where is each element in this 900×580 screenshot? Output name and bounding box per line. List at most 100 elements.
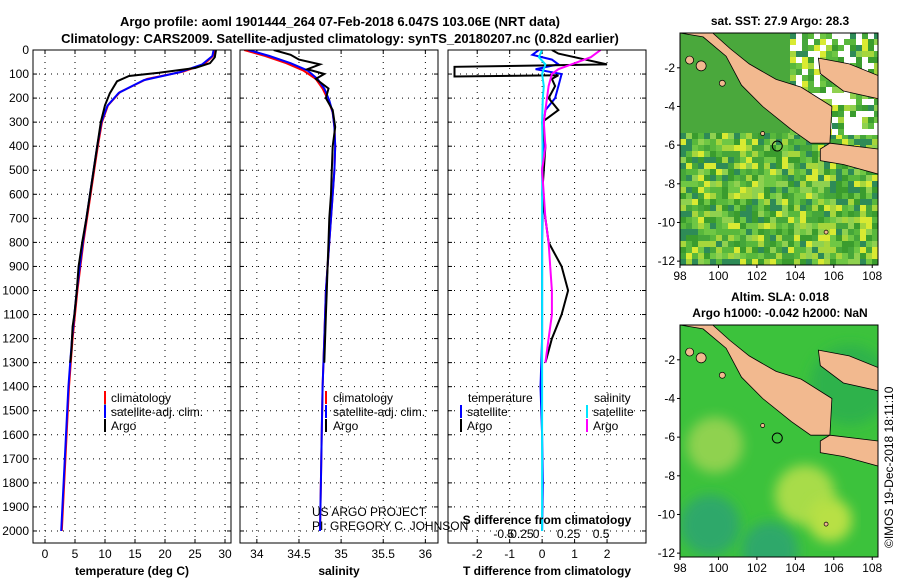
sst-cell — [794, 223, 800, 229]
sst-cell — [698, 163, 704, 169]
sst-cell — [838, 39, 844, 45]
sst-cell — [704, 133, 710, 139]
sst-cell — [788, 229, 794, 235]
sst-cell — [836, 193, 842, 199]
sst-cell — [734, 211, 740, 217]
y-tick-label: 400 — [9, 139, 29, 153]
sst-cell — [806, 181, 812, 187]
sst-cell — [692, 235, 698, 241]
sst-cell — [836, 235, 842, 241]
sst-cell — [722, 247, 728, 253]
sst-cell — [686, 145, 692, 151]
sst-cell — [800, 175, 806, 181]
argo-float-marker — [771, 432, 783, 444]
sst-cell — [722, 133, 728, 139]
sst-cell — [826, 45, 832, 51]
sst-cell — [796, 63, 802, 69]
sst-cell — [820, 87, 826, 93]
sst-cell — [758, 235, 764, 241]
sst-cell — [862, 99, 868, 105]
sst-cell — [872, 241, 878, 247]
sst-cell — [710, 259, 716, 265]
sst-cell — [722, 175, 728, 181]
sst-cell — [802, 57, 808, 63]
sst-cell — [848, 253, 854, 259]
sst-cell — [818, 145, 824, 151]
sst-cell — [832, 57, 838, 63]
sst-cell — [806, 169, 812, 175]
sst-cell — [782, 247, 788, 253]
sst-cell — [802, 69, 808, 75]
sst-cell — [734, 169, 740, 175]
sst-cell — [796, 75, 802, 81]
x-tick-label: 15 — [128, 547, 142, 561]
sst-cell — [848, 247, 854, 253]
sst-cell — [838, 87, 844, 93]
sst-cell — [722, 181, 728, 187]
sst-cell — [866, 235, 872, 241]
sst-cell — [854, 247, 860, 253]
sst-cell — [842, 187, 848, 193]
sst-cell — [716, 205, 722, 211]
sst-cell — [758, 253, 764, 259]
sst-cell — [752, 211, 758, 217]
sst-cell — [848, 181, 854, 187]
sst-cell — [770, 223, 776, 229]
sst-cell — [808, 45, 814, 51]
sst-cell — [734, 235, 740, 241]
sst-cell — [826, 33, 832, 39]
sst-cell — [692, 163, 698, 169]
sst-cell — [698, 253, 704, 259]
sst-cell — [844, 99, 850, 105]
x-tick-label: 35.5 — [372, 547, 396, 561]
sst-cell — [872, 217, 878, 223]
sst-cell — [752, 151, 758, 157]
sst-cell — [686, 175, 692, 181]
legend-climatology-label: climatology — [111, 391, 171, 405]
sst-cell — [808, 87, 814, 93]
sst-cell — [770, 235, 776, 241]
y-tick-label: 1500 — [2, 404, 29, 418]
sst-map-title: sat. SST: 27.9 Argo: 28.3 — [711, 14, 850, 28]
sst-cell — [796, 51, 802, 57]
java-land — [819, 434, 878, 467]
sst-cell — [832, 99, 838, 105]
sst-cell — [740, 259, 746, 265]
sst-cell — [836, 139, 842, 145]
sst-cell — [794, 229, 800, 235]
sst-cell — [710, 229, 716, 235]
sst-cell — [860, 247, 866, 253]
sst-cell — [698, 217, 704, 223]
sst-cell — [788, 241, 794, 247]
sst-cell — [794, 175, 800, 181]
island — [718, 371, 726, 379]
sst-cell — [820, 39, 826, 45]
map-y-tick-label: -4 — [664, 391, 675, 405]
sst-cell — [758, 259, 764, 265]
sst-cell — [734, 223, 740, 229]
sst-cell — [806, 229, 812, 235]
sst-cell — [728, 241, 734, 247]
sst-cell — [872, 181, 878, 187]
sst-cell — [848, 199, 854, 205]
series-line-satellite-adj-clim- — [248, 50, 337, 532]
sst-cell — [854, 175, 860, 181]
sst-cell — [866, 139, 872, 145]
sst-cell — [698, 157, 704, 163]
sst-cell — [874, 45, 878, 51]
sst-cell — [868, 123, 874, 129]
sst-cell — [728, 229, 734, 235]
sst-cell — [680, 199, 686, 205]
plot-frame — [32, 49, 232, 544]
sst-cell — [758, 181, 764, 187]
sst-cell — [746, 259, 752, 265]
sst-cell — [854, 193, 860, 199]
sst-cell — [698, 139, 704, 145]
sst-cell — [838, 129, 844, 135]
sst-cell — [872, 187, 878, 193]
sst-cell — [752, 217, 758, 223]
sst-cell — [860, 229, 866, 235]
sst-cell — [728, 151, 734, 157]
sst-cell — [844, 45, 850, 51]
sst-cell — [800, 157, 806, 163]
